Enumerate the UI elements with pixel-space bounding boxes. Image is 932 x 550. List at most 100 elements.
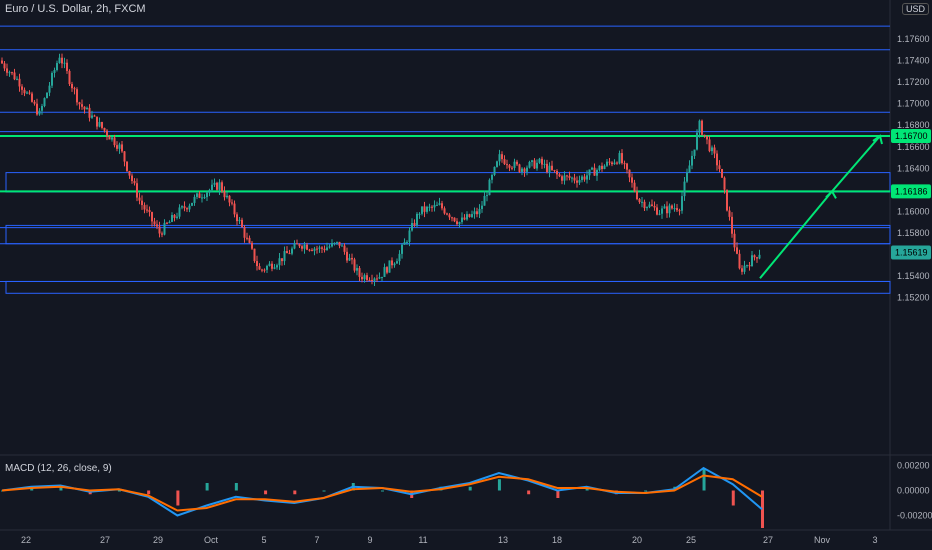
candle-body — [168, 221, 171, 224]
macd-histogram-bar — [147, 490, 151, 495]
candle-body — [216, 182, 218, 190]
candle-body — [41, 106, 43, 111]
candle-body — [518, 164, 521, 172]
candle-body — [321, 247, 323, 249]
price-tag[interactable] — [891, 128, 931, 143]
candle-body — [66, 62, 68, 71]
price-tick-label: 1.16800 — [897, 120, 930, 130]
candle-body — [756, 257, 758, 259]
candle-body — [173, 215, 176, 218]
candle-body — [6, 68, 8, 73]
candle-body — [706, 135, 708, 140]
candle-body — [473, 211, 476, 215]
candle-body — [603, 165, 606, 169]
zone-box[interactable] — [5, 224, 891, 245]
time-tick-label: 25 — [686, 535, 696, 545]
candle-body — [166, 222, 168, 224]
candle-body — [283, 251, 286, 262]
candles — [1, 53, 761, 286]
candle-body — [701, 120, 703, 135]
candle-body — [656, 207, 658, 215]
candle-body — [288, 253, 291, 255]
candle-body — [61, 57, 63, 64]
macd-histogram-bar — [381, 490, 384, 492]
price-axis[interactable]: 1.17600 1.17400 1.17200 1.17000 1.16800 1.166… — [891, 34, 931, 303]
candle-body — [438, 203, 441, 205]
candle-body — [431, 206, 433, 208]
candle-body — [718, 165, 721, 170]
candle-body — [263, 269, 266, 271]
price-tag[interactable] — [891, 184, 931, 199]
projection-arrowhead[interactable] — [825, 189, 837, 199]
candle-body — [638, 199, 641, 203]
macd-histogram-bar — [293, 490, 297, 495]
candle-body — [526, 167, 528, 172]
macd-histogram-bar — [322, 490, 326, 492]
candle-body — [558, 174, 561, 177]
candle-body — [623, 163, 626, 165]
candle-body — [208, 189, 211, 193]
candle-body — [636, 191, 638, 200]
candle-body — [188, 205, 191, 210]
time-tick-label: 27 — [763, 535, 773, 545]
candle-body — [561, 176, 563, 181]
candle-body — [453, 217, 456, 222]
candle-body — [273, 267, 276, 269]
candle-body — [396, 261, 398, 264]
candle-body — [108, 135, 111, 140]
candle-body — [271, 263, 273, 269]
candle-body — [38, 110, 41, 115]
macd-histogram-bar — [59, 486, 63, 491]
projection-arrowhead[interactable] — [872, 134, 883, 145]
zone-box[interactable] — [5, 280, 891, 294]
candle-body — [731, 216, 733, 234]
candle-body — [93, 115, 96, 117]
time-tick-label: Nov — [814, 535, 831, 545]
candle-body — [711, 147, 713, 152]
candle-body — [388, 260, 391, 273]
candle-body — [618, 153, 621, 164]
candle-body — [28, 92, 31, 94]
macd-indicator-label[interactable]: MACD (12, 26, close, 9) — [5, 463, 112, 474]
candle-body — [366, 275, 368, 281]
candle-body — [628, 169, 631, 178]
candle-body — [51, 72, 53, 86]
candle-body — [16, 78, 18, 80]
candle-body — [53, 70, 56, 73]
candle-body — [348, 257, 351, 261]
candle-body — [71, 84, 73, 89]
candle-body — [358, 268, 361, 277]
candle-body — [688, 165, 691, 173]
candle-body — [36, 103, 38, 115]
price-tag[interactable] — [891, 245, 931, 260]
candle-body — [193, 196, 196, 203]
candle-body — [63, 62, 66, 64]
candle-body — [121, 144, 123, 152]
candle-body — [31, 93, 33, 102]
candle-body — [693, 149, 696, 156]
candle-body — [76, 89, 78, 103]
time-tick-label: 27 — [100, 535, 110, 545]
candle-body — [456, 221, 458, 225]
candle-body — [158, 226, 161, 234]
horizontal-levels[interactable] — [0, 25, 891, 294]
candle-body — [703, 134, 706, 136]
candle-body — [676, 208, 678, 211]
candle-body — [631, 177, 633, 183]
candle-body — [683, 181, 686, 197]
projection-arrow[interactable] — [759, 134, 883, 279]
candle-body — [381, 276, 383, 278]
candle-body — [148, 209, 151, 213]
time-axis[interactable]: 22 27 29 Oct 5 7 9 11 13 18 20 25 27 Nov 3 — [21, 535, 878, 545]
candle-body — [266, 265, 268, 270]
candle-body — [573, 177, 576, 181]
symbol-title[interactable]: Euro / U.S. Dollar, 2h, FXCM — [5, 3, 146, 15]
candle-body — [426, 206, 428, 212]
candle-body — [116, 145, 118, 149]
candle-body — [178, 207, 181, 217]
candle-body — [211, 184, 213, 190]
candle-body — [743, 265, 746, 272]
candle-body — [721, 169, 723, 178]
currency-badge[interactable]: USD — [902, 3, 930, 15]
